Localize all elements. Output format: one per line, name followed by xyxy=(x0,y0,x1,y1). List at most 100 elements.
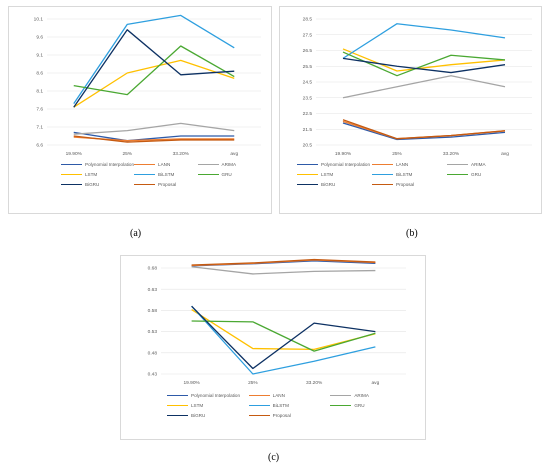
legend-swatch xyxy=(447,163,468,166)
series-line-polynomial-interpolation xyxy=(342,122,506,141)
series-line-bilstm xyxy=(73,14,235,104)
legend-swatch xyxy=(61,163,82,166)
y-tick-label: 9.6 xyxy=(36,35,43,41)
legend-swatch xyxy=(330,404,352,407)
y-tick-label: 7.6 xyxy=(36,107,43,113)
legend-label: LANN xyxy=(396,162,409,167)
legend-item: GRU xyxy=(197,172,261,177)
legend-swatch xyxy=(297,173,318,176)
x-tick-label: 19.90% xyxy=(335,151,352,157)
legend-label: Polynomial Interpolation xyxy=(191,393,241,398)
y-tick-label: 9.1 xyxy=(36,53,43,59)
legend-swatch xyxy=(134,183,156,186)
legend-item: LSTM xyxy=(61,172,134,177)
y-tick-label: 7.1 xyxy=(36,125,43,131)
x-tick-label: 25% xyxy=(248,380,258,386)
series-line-gru xyxy=(73,45,235,96)
legend-label: ARIMA xyxy=(221,162,237,167)
legend-swatch xyxy=(197,163,219,166)
legend-item: LANN xyxy=(134,162,197,167)
x-tick-label: avg xyxy=(501,152,509,157)
y-tick-label: 0.43 xyxy=(148,372,158,378)
series-line-polynomial-interpolation xyxy=(73,131,235,142)
x-tick-label: 25% xyxy=(122,151,132,157)
series-line-arima xyxy=(73,122,235,135)
legend-swatch xyxy=(447,173,468,176)
caption-a: (a) xyxy=(130,228,142,239)
legend-label: LSTM xyxy=(321,172,334,177)
series-line-arima xyxy=(342,75,506,99)
y-tick-label: 0.53 xyxy=(148,329,158,335)
legend-b: Polynomial Interpolation LANN ARIMA LSTM BiL… xyxy=(297,162,522,187)
legend-swatch xyxy=(167,394,188,397)
legend-label: ARIMA xyxy=(354,393,369,398)
y-tick-label: 6.6 xyxy=(36,143,43,149)
legend-swatch xyxy=(197,173,219,176)
legend-item: GRU xyxy=(330,403,412,408)
y-tick-label: 0.68 xyxy=(148,266,158,272)
series-line-bilstm xyxy=(191,305,376,375)
legend-label: BiLSTM xyxy=(272,403,289,408)
legend-label: GRU xyxy=(354,403,365,408)
legend-label: LSTM xyxy=(85,172,98,177)
caption-b: (b) xyxy=(406,228,418,239)
legend-item: Proposal xyxy=(248,413,331,418)
series-line-lstm xyxy=(191,309,376,351)
legend-swatch xyxy=(248,394,270,397)
legend-swatch xyxy=(134,163,156,166)
legend-swatch xyxy=(167,414,188,417)
y-tick-label: 27.5 xyxy=(303,32,313,38)
legend-item: ARIMA xyxy=(197,162,261,167)
x-tick-label: 19.90% xyxy=(66,151,83,157)
series-line-proposal xyxy=(73,135,235,143)
series-line-proposal xyxy=(342,119,506,140)
legend-label: LANN xyxy=(158,162,171,167)
y-tick-label: 8.1 xyxy=(36,89,43,95)
legend-label: BiGRU xyxy=(191,413,206,418)
y-tick-label: 20.5 xyxy=(303,143,313,149)
legend-swatch xyxy=(61,173,82,176)
y-tick-label: 8.6 xyxy=(36,71,43,77)
y-tick-label: 0.48 xyxy=(148,350,158,356)
legend-swatch xyxy=(372,183,393,186)
legend-label: LANN xyxy=(272,393,285,398)
chart-svg-a: 6.6 7.1 7.6 8.1 8.6 9.1 9.6 10.1 19.90% 25% 33.20%… xyxy=(34,14,261,157)
legend-item: BiLSTM xyxy=(134,172,197,177)
legend-label: Polynomial Interpolation xyxy=(85,162,135,167)
legend-swatch xyxy=(248,404,270,407)
legend-c: Polynomial Interpolation LANN ARIMA LSTM BiL… xyxy=(167,393,412,418)
legend-label: BiGRU xyxy=(321,182,336,187)
caption-c: (c) xyxy=(268,452,280,463)
series-line-bigru xyxy=(73,29,235,108)
legend-item: Polynomial Interpolation xyxy=(297,162,372,167)
y-tick-label: 0.63 xyxy=(148,287,158,293)
y-tick-label: 24.5 xyxy=(303,80,313,86)
series-line-bigru xyxy=(191,305,376,370)
legend-swatch xyxy=(372,173,393,176)
x-tick-label: 33.20% xyxy=(443,151,460,157)
y-tick-label: 22.5 xyxy=(303,111,313,117)
legend-item: LANN xyxy=(372,162,447,167)
y-tick-label: 25.5 xyxy=(303,64,313,70)
legend-label: GRU xyxy=(471,172,482,177)
legend-item: BiLSTM xyxy=(372,172,447,177)
legend-label: BiLSTM xyxy=(158,172,175,177)
series-line-bigru xyxy=(342,57,506,74)
legend-label: ARIMA xyxy=(471,162,486,167)
x-tick-label: avg xyxy=(372,381,380,386)
legend-item: LSTM xyxy=(167,403,249,408)
legend-item: LANN xyxy=(248,393,331,398)
legend-swatch xyxy=(134,173,156,176)
legend-label: BiLSTM xyxy=(396,172,413,177)
legend-item: Polynomial Interpolation xyxy=(167,393,249,398)
legend-item: Proposal xyxy=(372,182,447,187)
legend-a: Polynomial Interpolation LANN ARIMA LSTM BiL… xyxy=(61,162,261,187)
legend-item: Polynomial Interpolation xyxy=(61,162,134,167)
legend-item: LSTM xyxy=(297,172,372,177)
series-line-arima xyxy=(191,266,376,275)
legend-swatch xyxy=(372,163,393,166)
legend-label: GRU xyxy=(221,172,232,177)
legend-swatch xyxy=(167,404,188,407)
legend-swatch xyxy=(330,394,352,397)
series-line-gru xyxy=(191,320,376,352)
